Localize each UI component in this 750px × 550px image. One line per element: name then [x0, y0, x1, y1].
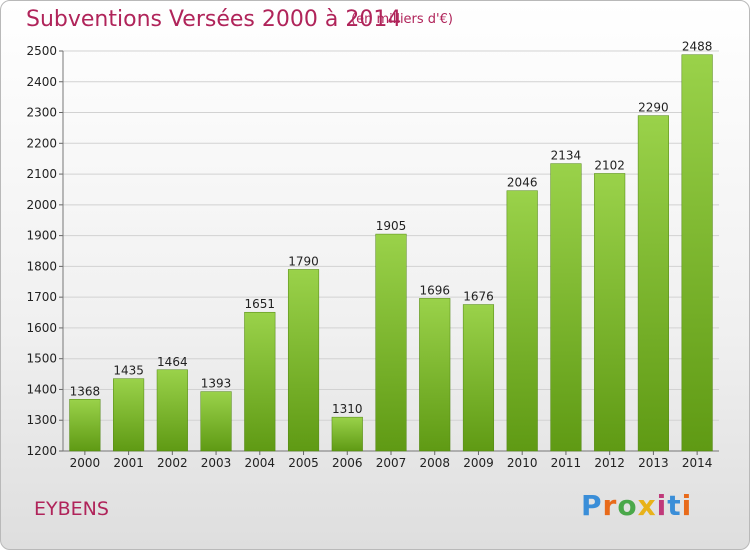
bar-2012 [594, 173, 626, 452]
proxiti-logo[interactable]: Proxiti [581, 489, 692, 522]
logo-letter: i [656, 489, 668, 522]
y-tick-label: 2000 [26, 198, 57, 212]
logo-letter: x [637, 489, 657, 522]
data-label: 1790 [288, 254, 319, 268]
y-tick-label: 1700 [26, 290, 57, 304]
data-label: 1905 [376, 219, 407, 233]
x-tick-label: 2012 [594, 456, 625, 470]
bar-2001 [113, 378, 145, 452]
x-tick-label: 2004 [245, 456, 276, 470]
y-tick-label: 1900 [26, 229, 57, 243]
x-tick-label: 2010 [507, 456, 538, 470]
logo-letter: o [617, 489, 638, 522]
data-label: 2134 [551, 149, 582, 163]
data-label: 2488 [682, 40, 713, 54]
y-tick-label: 1200 [26, 444, 57, 458]
data-label: 1696 [419, 283, 450, 297]
data-label: 2046 [507, 176, 538, 190]
y-tick-label: 1400 [26, 382, 57, 396]
logo-letter: r [602, 489, 618, 522]
logo-letter: P [581, 489, 603, 522]
bar-2000 [69, 399, 101, 452]
data-label: 2102 [594, 158, 625, 172]
x-tick-label: 2002 [157, 456, 188, 470]
bar-2009 [462, 304, 495, 452]
data-label: 1676 [463, 290, 494, 304]
data-label: 1393 [201, 377, 232, 391]
bar-2006 [331, 416, 363, 452]
bar-2010 [506, 190, 538, 452]
bar-2004 [244, 311, 276, 452]
data-label: 1368 [70, 384, 101, 398]
bar-2014 [681, 54, 713, 452]
x-tick-label: 2008 [419, 456, 450, 470]
chart-title: Subventions Versées 2000 à 2014 [26, 7, 402, 32]
bar-2013 [637, 115, 669, 452]
chart-subtitle: (en milliers d'€) [351, 12, 453, 27]
data-label: 1435 [113, 364, 144, 378]
x-tick-label: 2005 [288, 456, 319, 470]
data-label: 1464 [157, 355, 188, 369]
bar-2011 [550, 163, 582, 452]
data-label: 1651 [245, 297, 276, 311]
x-tick-label: 2007 [376, 456, 407, 470]
logo-letter: t [667, 489, 682, 522]
y-tick-label: 1800 [26, 259, 57, 273]
y-tick-label: 2200 [26, 136, 57, 150]
y-tick-label: 2100 [26, 167, 57, 181]
y-tick-label: 2300 [26, 106, 57, 120]
y-tick-label: 1600 [26, 321, 57, 335]
x-tick-label: 2013 [638, 456, 669, 470]
bar-2007 [375, 233, 407, 452]
y-tick-label: 1500 [26, 352, 57, 366]
x-tick-label: 2006 [332, 456, 363, 470]
y-tick-label: 2400 [26, 75, 57, 89]
bar-2002 [156, 369, 188, 452]
x-tick-label: 2014 [682, 456, 713, 470]
y-tick-label: 1300 [26, 413, 57, 427]
bar-2005 [287, 269, 320, 452]
bar-2008 [419, 298, 451, 452]
x-tick-label: 2011 [551, 456, 582, 470]
data-label: 1310 [332, 402, 363, 416]
y-tick-label: 2500 [26, 44, 57, 58]
x-tick-label: 2003 [201, 456, 232, 470]
x-tick-label: 2009 [463, 456, 494, 470]
logo-letter: i [681, 489, 693, 522]
bar-2003 [200, 391, 232, 452]
city-name: EYBENS [34, 498, 109, 520]
x-tick-label: 2001 [113, 456, 144, 470]
x-tick-label: 2000 [70, 456, 101, 470]
data-label: 2290 [638, 101, 669, 115]
